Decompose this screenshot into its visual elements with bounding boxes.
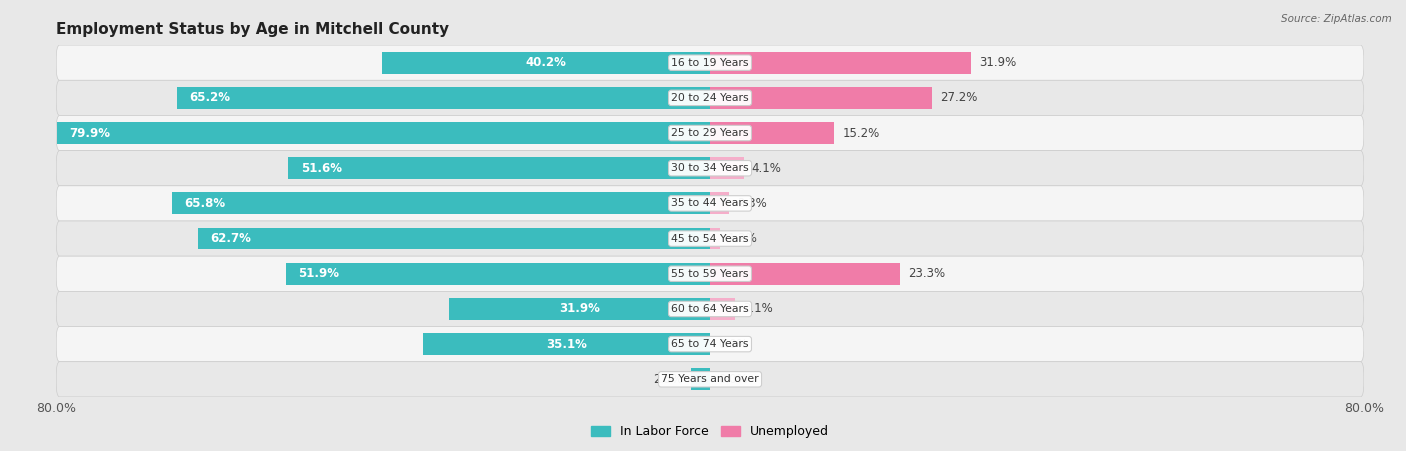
Text: 75 Years and over: 75 Years and over [661, 374, 759, 384]
Text: 35 to 44 Years: 35 to 44 Years [671, 198, 749, 208]
Text: 45 to 54 Years: 45 to 54 Years [671, 234, 749, 244]
Bar [710, 228, 720, 249]
Text: 65.8%: 65.8% [184, 197, 226, 210]
FancyBboxPatch shape [56, 362, 1364, 397]
FancyBboxPatch shape [56, 151, 1364, 186]
Text: 51.6%: 51.6% [301, 162, 342, 175]
Text: 23.3%: 23.3% [908, 267, 946, 280]
Text: 65 to 74 Years: 65 to 74 Years [671, 339, 749, 349]
Text: 25 to 29 Years: 25 to 29 Years [671, 128, 749, 138]
Bar [710, 87, 932, 109]
Text: 2.3%: 2.3% [737, 197, 766, 210]
Text: 1.2%: 1.2% [728, 232, 758, 245]
Text: 31.9%: 31.9% [560, 303, 600, 315]
Bar [177, 87, 710, 109]
Bar [450, 298, 710, 320]
Bar [710, 263, 900, 285]
Text: 65.2%: 65.2% [190, 92, 231, 104]
Text: Employment Status by Age in Mitchell County: Employment Status by Age in Mitchell Cou… [56, 22, 450, 37]
Text: 55 to 59 Years: 55 to 59 Years [671, 269, 749, 279]
FancyBboxPatch shape [56, 221, 1364, 256]
Bar [381, 52, 710, 74]
Text: 0.0%: 0.0% [718, 338, 748, 350]
Text: Source: ZipAtlas.com: Source: ZipAtlas.com [1281, 14, 1392, 23]
Text: 60 to 64 Years: 60 to 64 Years [671, 304, 749, 314]
FancyBboxPatch shape [56, 80, 1364, 115]
FancyBboxPatch shape [56, 256, 1364, 291]
FancyBboxPatch shape [56, 291, 1364, 327]
Bar [198, 228, 710, 249]
Text: 0.0%: 0.0% [718, 373, 748, 386]
Text: 3.1%: 3.1% [744, 303, 773, 315]
Bar [58, 122, 710, 144]
Bar [285, 263, 710, 285]
Text: 27.2%: 27.2% [941, 92, 977, 104]
Text: 51.9%: 51.9% [298, 267, 339, 280]
Text: 62.7%: 62.7% [209, 232, 250, 245]
Bar [710, 193, 728, 214]
Bar [710, 298, 735, 320]
FancyBboxPatch shape [56, 186, 1364, 221]
Text: 15.2%: 15.2% [842, 127, 880, 139]
Legend: In Labor Force, Unemployed: In Labor Force, Unemployed [586, 420, 834, 443]
Bar [710, 157, 744, 179]
FancyBboxPatch shape [56, 327, 1364, 362]
FancyBboxPatch shape [56, 115, 1364, 151]
Bar [173, 193, 710, 214]
Text: 31.9%: 31.9% [979, 56, 1017, 69]
Text: 79.9%: 79.9% [69, 127, 110, 139]
Bar [710, 52, 970, 74]
Bar [423, 333, 710, 355]
Text: 16 to 19 Years: 16 to 19 Years [671, 58, 749, 68]
Bar [288, 157, 710, 179]
Text: 4.1%: 4.1% [752, 162, 782, 175]
FancyBboxPatch shape [56, 45, 1364, 80]
Text: 40.2%: 40.2% [526, 56, 567, 69]
Text: 30 to 34 Years: 30 to 34 Years [671, 163, 749, 173]
Bar [692, 368, 710, 390]
Text: 35.1%: 35.1% [546, 338, 588, 350]
Text: 20 to 24 Years: 20 to 24 Years [671, 93, 749, 103]
Text: 2.3%: 2.3% [654, 373, 683, 386]
Bar [710, 122, 834, 144]
